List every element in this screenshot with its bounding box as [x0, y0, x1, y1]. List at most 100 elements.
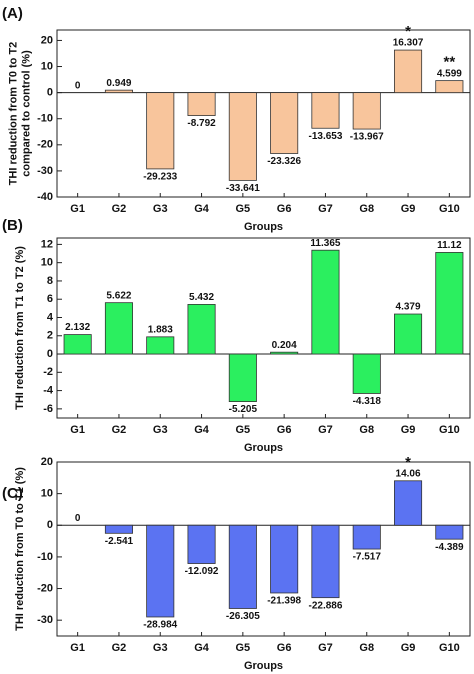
value-label: 0 — [75, 80, 81, 91]
y-tick-label: 0 — [47, 348, 53, 360]
bar — [435, 524, 464, 540]
value-label: -13.653 — [308, 131, 342, 142]
bar — [270, 92, 299, 154]
y-tick-label: 12 — [41, 238, 53, 250]
y-tick-label: 8 — [47, 275, 53, 287]
x-tick-label: G6 — [277, 424, 292, 436]
value-label: 5.622 — [106, 290, 131, 301]
x-tick-label: G3 — [153, 424, 168, 436]
value-label: 0.949 — [106, 78, 131, 89]
value-label: 1.883 — [148, 324, 173, 335]
value-label: -4.318 — [353, 396, 382, 407]
x-tick-label: G6 — [277, 203, 292, 215]
panel-label: (C) — [2, 485, 23, 502]
y-tick-label: -30 — [37, 165, 53, 177]
x-tick-label: G5 — [236, 203, 251, 215]
x-tick-label: G8 — [359, 203, 374, 215]
y-tick-label: 6 — [47, 293, 53, 305]
x-tick-label: G2 — [112, 642, 127, 654]
x-tick-label: G10 — [439, 424, 460, 436]
x-tick-label: G9 — [401, 424, 416, 436]
value-label: 14.06 — [396, 468, 421, 479]
bar — [352, 92, 381, 130]
y-tick-label: 0 — [47, 519, 53, 531]
y-tick-label: -10 — [37, 551, 53, 563]
bar — [63, 334, 92, 355]
y-tick-label: 10 — [41, 60, 53, 72]
x-tick-label: G6 — [277, 642, 292, 654]
x-tick-label: G10 — [439, 203, 460, 215]
x-tick-label: G7 — [318, 203, 333, 215]
value-label: -21.398 — [267, 596, 301, 607]
bar — [352, 524, 381, 550]
value-label: -5.205 — [229, 404, 258, 415]
x-tick-label: G1 — [70, 203, 85, 215]
y-tick-label: 10 — [41, 488, 53, 500]
y-axis-label: compared to control (%) — [20, 50, 32, 177]
y-tick-label: 10 — [41, 257, 53, 269]
y-tick-label: -10 — [37, 113, 53, 125]
x-tick-label: G7 — [318, 424, 333, 436]
y-tick-label: 20 — [41, 456, 53, 468]
y-tick-label: 4 — [47, 311, 54, 323]
value-label: 11.365 — [310, 238, 340, 249]
value-label: 5.432 — [189, 292, 214, 303]
x-tick-label: G5 — [236, 424, 251, 436]
value-label: -13.967 — [350, 132, 384, 143]
x-tick-label: G4 — [194, 203, 210, 215]
significance-mark: ** — [444, 54, 456, 71]
y-axis-label: THI reduction from T0 to T2 — [7, 42, 19, 186]
value-label: 4.599 — [437, 68, 462, 79]
value-label: -22.886 — [308, 600, 342, 611]
value-label: -26.305 — [226, 611, 260, 622]
value-label: 0 — [75, 513, 81, 524]
y-axis-label: THI reduction from T0 to T1 (%) — [14, 467, 26, 631]
x-tick-label: G2 — [112, 203, 127, 215]
value-label: -2.541 — [105, 536, 134, 547]
value-label: -4.389 — [435, 542, 464, 553]
x-tick-label: G9 — [401, 642, 416, 654]
bar — [146, 92, 175, 170]
x-axis-label: Groups — [244, 660, 283, 672]
y-tick-label: 2 — [47, 330, 53, 342]
y-tick-label: -4 — [43, 384, 54, 396]
bar — [352, 353, 381, 394]
x-tick-label: G4 — [194, 642, 210, 654]
value-label: -29.233 — [143, 172, 177, 183]
value-label: -33.641 — [226, 183, 260, 194]
x-tick-label: G10 — [439, 642, 460, 654]
y-tick-label: -30 — [37, 614, 53, 626]
bar — [394, 49, 423, 94]
bar — [146, 336, 175, 355]
panel-label: (B) — [2, 217, 23, 234]
bar — [394, 313, 423, 355]
bar — [394, 480, 423, 526]
panel-label: (A) — [2, 5, 23, 22]
bar — [311, 249, 340, 355]
y-tick-label: -6 — [43, 403, 53, 415]
bar — [104, 302, 133, 355]
x-tick-label: G8 — [359, 424, 374, 436]
value-label: -7.517 — [353, 552, 382, 563]
x-tick-label: G5 — [236, 642, 251, 654]
value-label: 16.307 — [393, 38, 424, 49]
y-tick-label: 20 — [41, 34, 53, 46]
bar — [435, 80, 464, 94]
plot-frame — [56, 29, 471, 198]
x-axis-label: Groups — [244, 221, 283, 233]
y-tick-label: -2 — [43, 366, 53, 378]
significance-mark: * — [405, 23, 411, 40]
bar — [228, 92, 257, 181]
y-tick-label: 0 — [47, 87, 53, 99]
bar — [311, 524, 340, 599]
bar — [270, 351, 299, 355]
x-axis-label: Groups — [244, 442, 283, 454]
y-tick-label: -40 — [37, 191, 53, 203]
significance-mark: * — [405, 454, 411, 471]
value-label: -8.792 — [187, 118, 216, 129]
y-axis-label: THI reduction from T1 to T2 (%) — [14, 246, 26, 410]
bar — [270, 524, 299, 594]
bar — [228, 524, 257, 609]
value-label: -12.092 — [185, 566, 219, 577]
